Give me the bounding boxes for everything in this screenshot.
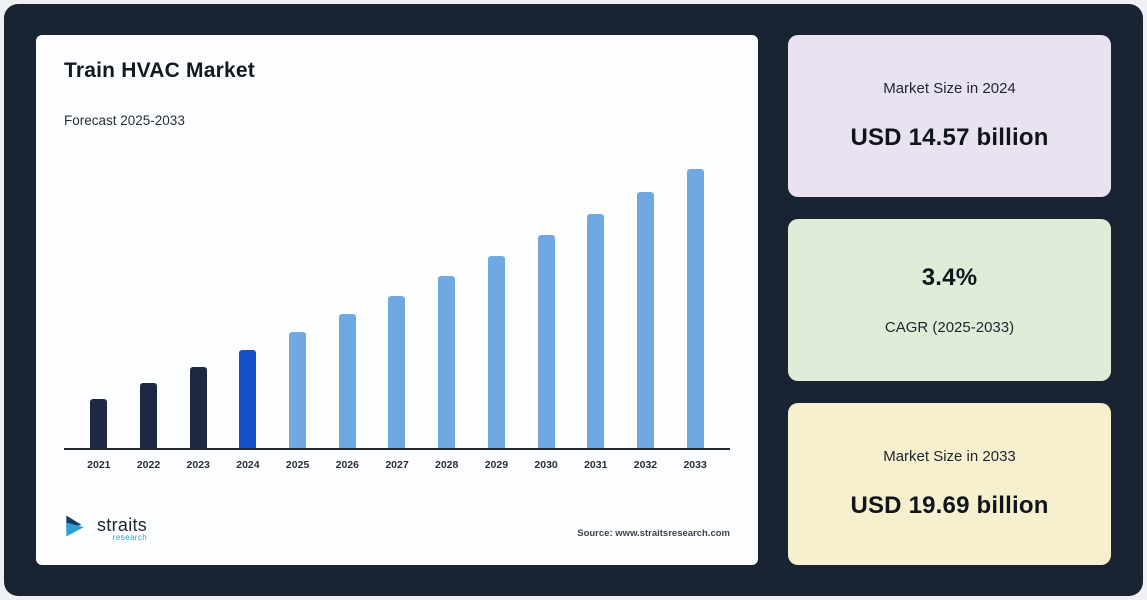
year-label-2025: 2025 — [285, 459, 310, 471]
straits-research-logo: straits research — [64, 512, 147, 545]
stat-value: USD 19.69 billion — [850, 492, 1049, 519]
stat-card-cagr: 3.4% CAGR (2025-2033) — [788, 219, 1111, 381]
stats-column: Market Size in 2024 USD 14.57 billion 3.… — [788, 35, 1111, 565]
logo-subtext: research — [112, 533, 148, 542]
bar-2027 — [388, 296, 406, 448]
stat-value: USD 14.57 billion — [850, 124, 1049, 151]
stat-value: 3.4% — [921, 264, 978, 291]
year-label-2028: 2028 — [435, 459, 459, 471]
chart-footer: straits research Source: www.straitsrese… — [64, 512, 730, 545]
chart-title: Train HVAC Market — [64, 59, 255, 82]
bar-2026 — [338, 314, 356, 448]
year-label-2026: 2026 — [335, 459, 359, 471]
year-label-2033: 2033 — [683, 459, 707, 471]
bar-2028 — [438, 276, 456, 448]
year-label-2027: 2027 — [385, 459, 409, 471]
bar-2029 — [487, 256, 505, 448]
bar-2022 — [140, 383, 158, 448]
source-attribution: Source: www.straitsresearch.com — [577, 528, 730, 539]
year-label-2029: 2029 — [484, 459, 509, 471]
year-label-2024: 2024 — [236, 459, 260, 471]
stat-card-market-size-2033: Market Size in 2033 USD 19.69 billion — [788, 403, 1111, 565]
year-label-2032: 2032 — [633, 459, 658, 471]
bar-2024 — [239, 350, 257, 448]
chart-card: Train HVAC Market Forecast 2025-2033 202… — [36, 35, 758, 565]
logo-icon — [64, 512, 92, 545]
bar-2025 — [289, 332, 307, 448]
stat-label: Market Size in 2033 — [883, 448, 1016, 465]
year-label-2030: 2030 — [534, 459, 558, 471]
bar-2033 — [686, 169, 704, 448]
x-axis-labels: 2021 2022 2023 2024 2025 2026 2027 2028 2029 2030… — [64, 459, 730, 471]
bar-2032 — [636, 192, 654, 448]
logo-text: straits research — [97, 515, 147, 542]
bar-2031 — [587, 214, 605, 448]
bar-2030 — [537, 235, 555, 448]
stat-label: CAGR (2025-2033) — [884, 319, 1015, 336]
year-label-2031: 2031 — [584, 459, 608, 471]
bar-2023 — [189, 367, 207, 448]
year-label-2021: 2021 — [87, 459, 111, 471]
year-label-2022: 2022 — [136, 459, 161, 471]
bar-2021 — [90, 399, 108, 448]
bar-plot — [64, 160, 730, 450]
infographic-panel: Train HVAC Market Forecast 2025-2033 202… — [4, 4, 1143, 596]
stat-card-market-size-2024: Market Size in 2024 USD 14.57 billion — [788, 35, 1111, 197]
logo-name: straits — [97, 515, 148, 535]
year-label-2023: 2023 — [186, 459, 210, 471]
stat-label: Market Size in 2024 — [883, 80, 1016, 97]
chart-subtitle: Forecast 2025-2033 — [64, 113, 185, 128]
